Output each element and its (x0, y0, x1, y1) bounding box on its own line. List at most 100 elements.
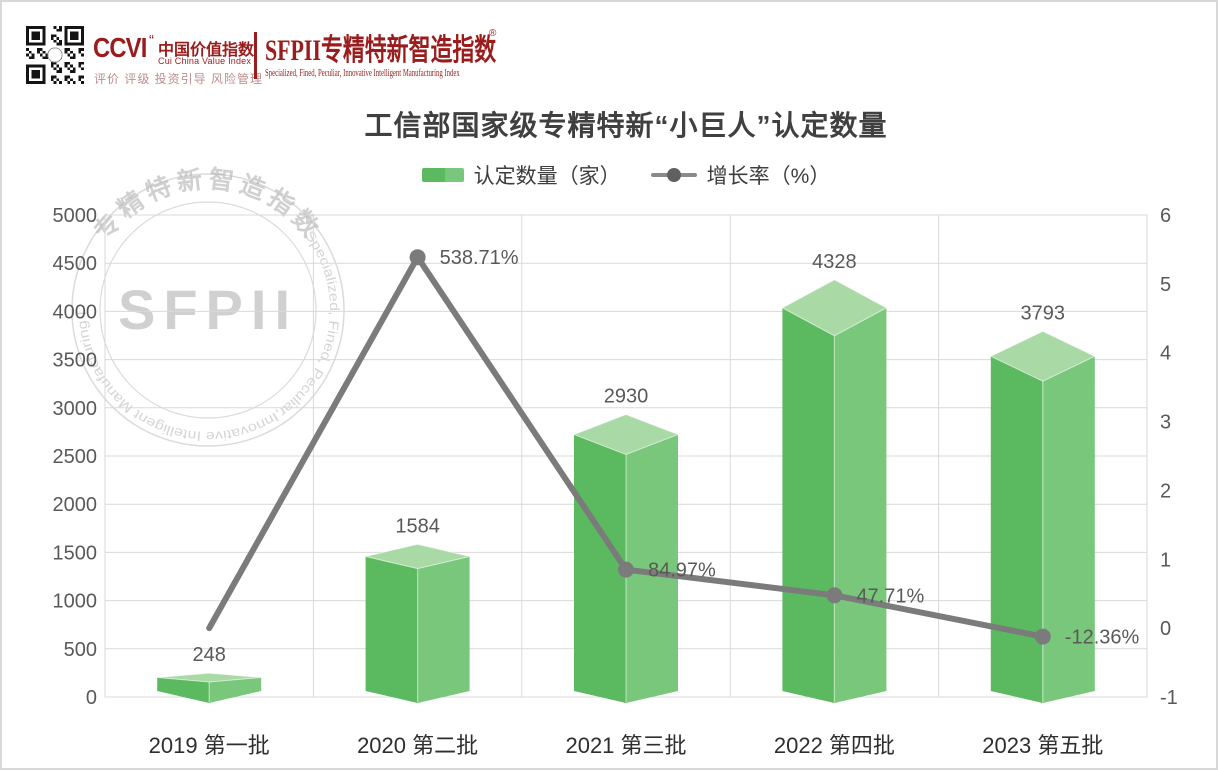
logo-divider (254, 32, 257, 79)
qr-module (50, 78, 54, 82)
growth-line-marker (1034, 628, 1051, 645)
qr-module (70, 78, 73, 82)
qr-module (72, 56, 76, 60)
legend-item-bars: 认定数量（家） (421, 160, 621, 190)
qr-module (50, 34, 54, 38)
legend-bar-label: 认定数量（家） (473, 165, 621, 188)
qr-module (70, 56, 73, 60)
qr-module (78, 48, 82, 51)
qr-module (31, 70, 40, 79)
qr-module (78, 50, 82, 54)
qr-module (59, 42, 62, 46)
ccvi-quote-mark: “ (149, 32, 154, 49)
growth-value-label: 84.97% (648, 560, 716, 582)
qr-module (50, 64, 54, 68)
ccvi-tagline: 评价 评级 投资引导 风险管理 (94, 72, 264, 86)
qr-module (56, 64, 60, 68)
bar-value-label: 2930 (604, 386, 649, 408)
qr-module (42, 56, 46, 60)
growth-value-label: 47.71% (856, 585, 924, 607)
right-axis-tick-label: 4 (1160, 343, 1171, 365)
left-axis-tick-label: 5000 (53, 205, 98, 227)
qr-module (53, 67, 57, 71)
qr-module (64, 61, 68, 65)
growth-line-marker (618, 561, 634, 578)
bar-value-label: 1584 (395, 515, 440, 537)
legend-line-label: 增长率（%） (706, 165, 831, 188)
bar-face-left (157, 677, 210, 703)
chart-title: 工信部国家级专精特新“小巨人”认定数量 (364, 110, 888, 141)
qr-module (31, 56, 35, 60)
left-axis-tick-label: 1500 (53, 542, 98, 564)
qr-module (37, 48, 40, 51)
bar-face-left (990, 356, 1043, 703)
qr-module (59, 81, 62, 84)
qr-module (39, 53, 43, 57)
left-axis-tick-label: 1000 (53, 591, 98, 613)
qr-module (70, 50, 73, 54)
qr-code (26, 26, 84, 84)
sfpii-logo-title: SFPII专精特新智造指数 (265, 34, 497, 67)
qr-module (26, 48, 29, 51)
qr-module (31, 53, 35, 57)
qr-module (45, 53, 49, 57)
qr-center-seal (47, 47, 63, 63)
qr-module (59, 39, 62, 43)
right-axis-tick-label: 1 (1160, 549, 1171, 571)
right-axis-tick-label: 2 (1160, 480, 1171, 502)
qr-module (45, 56, 49, 60)
bar-value-label: 4328 (812, 251, 857, 273)
left-axis-tick-label: 2500 (53, 446, 98, 468)
qr-module (81, 53, 84, 57)
bar-value-label: 3793 (1021, 302, 1066, 324)
left-axis-tick-label: 0 (86, 687, 97, 709)
qr-module (56, 70, 60, 73)
qr-module (78, 75, 82, 79)
qr-module (39, 48, 43, 51)
watermark-outer-circle (71, 173, 345, 447)
growth-value-label: 538.71% (440, 247, 519, 269)
qr-module (53, 34, 57, 38)
qr-module (26, 53, 29, 57)
sfpii-reg-mark: ® (489, 28, 497, 39)
right-axis-tick-label: 5 (1160, 274, 1171, 296)
qr-module (64, 50, 68, 54)
qr-module (67, 48, 71, 51)
qr-module (42, 50, 46, 54)
bar-face-top (572, 414, 680, 455)
qr-module (59, 28, 62, 32)
qr-module (70, 70, 73, 73)
qr-module (59, 67, 62, 71)
qr-module (28, 50, 32, 54)
growth-line-marker (826, 587, 843, 604)
bar-3d: 2930 (572, 386, 680, 703)
bar-value-label: 248 (193, 644, 226, 666)
qr-module (64, 64, 68, 68)
x-axis-label: 2022 第四批 (774, 733, 895, 758)
bar-face-top (989, 330, 1096, 382)
qr-module (81, 81, 84, 84)
qr-module (78, 78, 82, 82)
qr-module (50, 37, 54, 40)
right-axis-tick-label: 6 (1160, 205, 1171, 227)
qr-module (53, 26, 57, 29)
ccvi-en-name: Cui China Value Index (158, 56, 252, 66)
bar-face-right (834, 307, 887, 703)
bar-face-top (365, 543, 470, 570)
qr-module (53, 75, 57, 79)
qr-module (53, 81, 57, 84)
right-axis-tick-label: 0 (1160, 618, 1171, 640)
bar-face-right (417, 556, 470, 703)
line-marker-dot-icon (666, 168, 681, 182)
watermark-ring-text-cn: 专精特新智造指数 (88, 164, 327, 246)
qr-module (67, 61, 71, 65)
bar-3d: 248 (157, 644, 262, 703)
qr-module (50, 61, 54, 65)
qr-module (64, 78, 68, 82)
qr-module (81, 48, 84, 51)
qr-module (56, 42, 60, 46)
right-axis-tick-label: 3 (1160, 412, 1171, 434)
qr-module (64, 75, 68, 79)
watermark-inner-circle (99, 201, 317, 419)
